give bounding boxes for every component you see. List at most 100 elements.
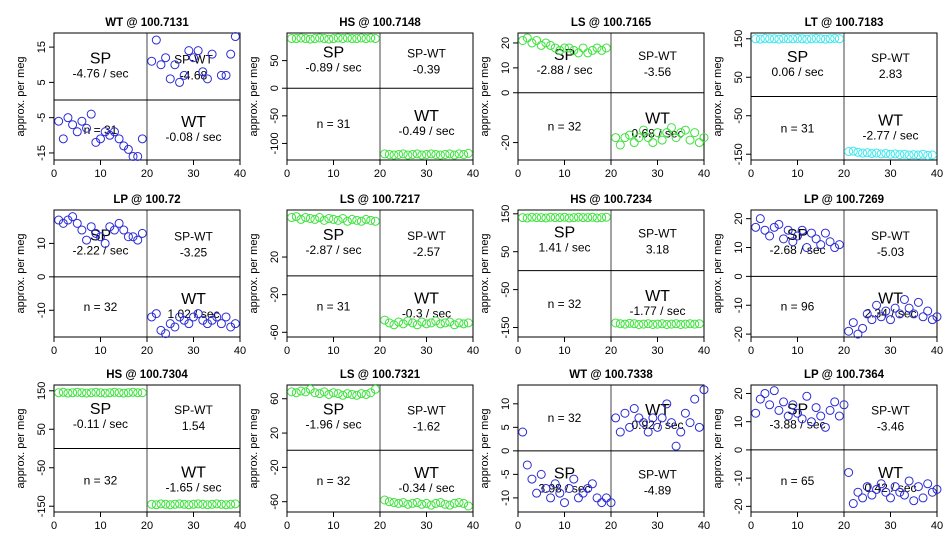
data-point <box>305 34 315 44</box>
data-point <box>662 128 672 138</box>
data-point <box>352 390 362 400</box>
x-tick-label: 10 <box>327 520 339 532</box>
data-point <box>412 149 422 159</box>
y-axis-label: approx. per meg <box>248 233 260 313</box>
chart-panel: LP @ 100.72 approx. per meg 0 10 20 30 40 -10 0 1… <box>15 194 246 357</box>
data-point <box>394 149 404 159</box>
data-point <box>198 315 208 325</box>
data-point <box>356 33 366 43</box>
data-point <box>165 74 175 84</box>
data-point <box>412 498 422 508</box>
y-tick-label: 20 <box>500 37 512 49</box>
data-point <box>797 414 807 424</box>
data-point <box>765 231 775 241</box>
data-point <box>555 488 565 498</box>
data-point <box>909 309 919 319</box>
sp-label: SP <box>323 402 344 419</box>
sp-rate-label: -2.22 / sec <box>72 243 128 257</box>
data-point <box>848 318 858 328</box>
data-point <box>329 214 338 224</box>
data-point <box>179 315 189 325</box>
x-tick-label: 30 <box>187 168 199 180</box>
chart-title: LT @ 100.7183 <box>805 17 884 29</box>
data-point <box>844 467 854 477</box>
data-point <box>904 150 914 160</box>
data-point <box>881 306 891 316</box>
data-point <box>315 389 325 399</box>
data-point <box>370 384 380 394</box>
x-tick-label: 0 <box>748 345 754 357</box>
y-tick-label: 150 <box>36 382 48 400</box>
data-point <box>783 411 793 421</box>
data-point <box>653 319 662 329</box>
data-point <box>690 128 700 138</box>
data-point <box>96 388 105 398</box>
wt-label: WT <box>878 112 903 129</box>
data-point <box>858 493 868 503</box>
data-point <box>904 476 914 486</box>
data-point <box>913 297 923 307</box>
data-point <box>370 34 380 44</box>
data-point <box>583 48 593 58</box>
y-axis-label: approx. per meg <box>248 56 260 136</box>
data-point <box>587 45 597 55</box>
data-point <box>550 43 560 53</box>
data-point <box>890 149 900 159</box>
data-point <box>189 53 198 63</box>
data-point <box>648 319 658 329</box>
data-point <box>342 389 352 399</box>
data-point <box>221 312 231 322</box>
data-point <box>398 498 408 508</box>
data-point <box>825 237 835 247</box>
data-point <box>620 319 630 329</box>
data-point <box>643 133 653 143</box>
data-point <box>361 34 371 44</box>
x-tick-label: 30 <box>884 168 896 180</box>
data-point <box>690 319 700 329</box>
data-point <box>680 319 690 329</box>
data-point <box>858 323 868 333</box>
data-point <box>615 319 625 329</box>
data-point <box>338 390 348 400</box>
data-point <box>550 479 560 489</box>
chart-panel: LP @ 100.7269 approx. per meg 0 10 20 30 40 -20… <box>712 194 943 357</box>
wt-label: WT <box>878 465 903 482</box>
y-tick-label: -20 <box>733 498 745 514</box>
y-tick-label: 10 <box>500 62 512 74</box>
data-point <box>546 40 556 50</box>
data-point <box>82 123 92 133</box>
x-tick-label: 10 <box>94 168 106 180</box>
data-point <box>913 482 923 492</box>
data-point <box>694 422 704 432</box>
data-point <box>774 34 784 44</box>
data-point <box>629 319 639 329</box>
data-point <box>806 417 816 427</box>
data-point <box>625 422 635 432</box>
data-point <box>68 120 78 130</box>
data-point <box>657 413 667 423</box>
data-point <box>445 317 455 327</box>
data-point <box>541 213 551 223</box>
y-tick-label: 5 <box>500 424 512 430</box>
data-point <box>100 388 110 398</box>
y-tick-label: 0 <box>269 85 281 91</box>
sp-label: SP <box>787 49 808 66</box>
data-point <box>147 312 157 322</box>
data-point <box>518 213 528 223</box>
x-tick-label: 40 <box>931 168 943 180</box>
data-point <box>398 319 408 329</box>
data-point <box>422 498 431 508</box>
data-point <box>408 498 418 508</box>
data-point <box>77 388 87 398</box>
data-point <box>666 418 676 428</box>
y-tick-label: 50 <box>36 423 48 435</box>
data-point <box>54 388 64 398</box>
x-tick-label: 30 <box>187 345 199 357</box>
data-point <box>151 309 161 319</box>
data-point <box>788 400 798 410</box>
data-point <box>615 427 625 437</box>
wt-label: WT <box>414 465 439 482</box>
data-point <box>207 499 217 509</box>
y-axis-label: approx. per meg <box>479 56 491 136</box>
data-point <box>886 149 895 159</box>
